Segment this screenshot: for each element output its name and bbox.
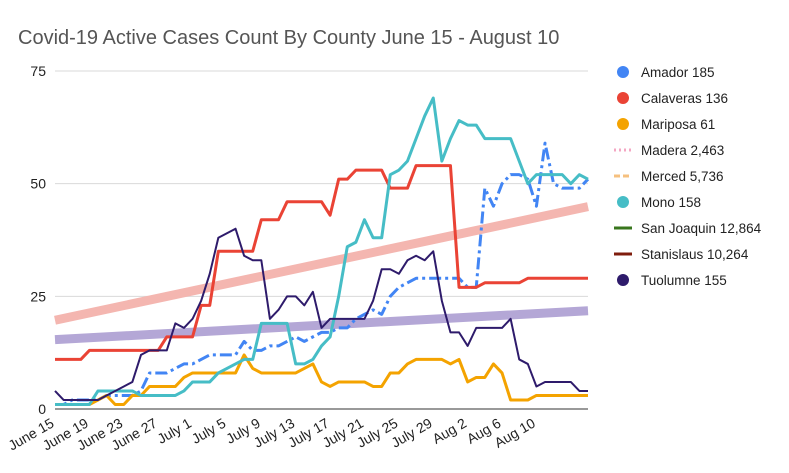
chart-title: Covid-19 Active Cases Count By County Ju… <box>18 27 559 49</box>
legend-item: Madera 2,463 <box>614 143 724 158</box>
legend: Amador 185 Calaveras 136 Mariposa 61 Madera… <box>614 65 762 288</box>
series-line <box>55 141 590 406</box>
legend-item: Mono 158 <box>617 195 701 210</box>
x-tick: July 5 <box>189 415 229 447</box>
series-lines <box>54 96 590 406</box>
y-axis-ticks: 0 25 50 75 <box>30 63 46 417</box>
legend-item: Amador 185 <box>617 65 715 80</box>
legend-marker <box>617 92 629 104</box>
x-tick-label: July 1 <box>154 415 194 447</box>
legend-label: Tuolumne 155 <box>641 273 727 288</box>
legend-label: Merced 5,736 <box>641 169 724 184</box>
x-tick-label: July 5 <box>189 415 229 447</box>
legend-marker <box>617 196 629 208</box>
series-line <box>55 164 588 361</box>
legend-item: Calaveras 136 <box>617 91 728 106</box>
trendline <box>54 202 589 325</box>
trendlines <box>54 202 589 345</box>
legend-item: Merced 5,736 <box>614 169 724 184</box>
legend-label: Calaveras 136 <box>641 91 728 106</box>
series-line <box>55 96 589 406</box>
legend-marker <box>617 274 629 286</box>
grid <box>55 70 588 410</box>
y-tick-label: 75 <box>30 63 46 79</box>
legend-item: Mariposa 61 <box>617 117 715 132</box>
legend-label: San Joaquin 12,864 <box>641 221 762 236</box>
legend-marker <box>617 118 629 130</box>
legend-label: Stanislaus 10,264 <box>641 247 749 262</box>
legend-item: Tuolumne 155 <box>617 273 727 288</box>
legend-label: Mariposa 61 <box>641 117 715 132</box>
y-tick-label: 50 <box>30 176 46 192</box>
legend-label: Madera 2,463 <box>641 143 724 158</box>
legend-label: Amador 185 <box>641 65 715 80</box>
legend-marker <box>617 66 629 78</box>
x-tick-label: Aug 2 <box>429 415 469 447</box>
legend-label: Mono 158 <box>641 195 701 210</box>
series-line <box>54 227 588 401</box>
legend-item: San Joaquin 12,864 <box>614 221 762 236</box>
y-tick-label: 0 <box>38 401 46 417</box>
x-tick: Aug 2 <box>429 415 469 447</box>
y-tick-label: 25 <box>30 288 46 304</box>
legend-item: Stanislaus 10,264 <box>614 247 749 262</box>
series-line <box>55 353 588 406</box>
x-tick: July 1 <box>154 415 194 447</box>
